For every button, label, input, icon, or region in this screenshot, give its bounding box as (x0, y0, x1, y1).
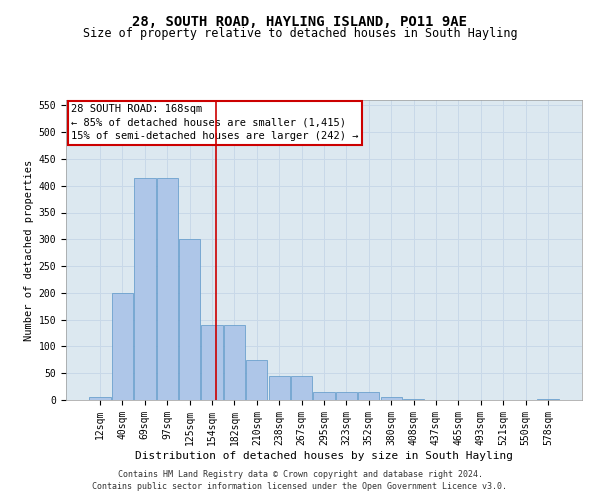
X-axis label: Distribution of detached houses by size in South Hayling: Distribution of detached houses by size … (135, 450, 513, 460)
Bar (179, 240, 200, 400)
Bar (224, 325, 245, 400)
Text: Size of property relative to detached houses in South Hayling: Size of property relative to detached ho… (83, 28, 517, 40)
Text: 28 SOUTH ROAD: 168sqm
← 85% of detached houses are smaller (1,415)
15% of semi-d: 28 SOUTH ROAD: 168sqm ← 85% of detached … (71, 104, 359, 141)
Bar (380, 398, 402, 400)
Bar (246, 360, 268, 400)
Text: 28, SOUTH ROAD, HAYLING ISLAND, PO11 9AE: 28, SOUTH ROAD, HAYLING ISLAND, PO11 9AE (133, 15, 467, 29)
Bar (112, 293, 133, 400)
Bar (134, 178, 155, 400)
Bar (313, 392, 335, 400)
Bar (358, 392, 379, 400)
Bar (269, 376, 290, 400)
Bar (157, 178, 178, 400)
Y-axis label: Number of detached properties: Number of detached properties (25, 160, 34, 340)
Bar (89, 398, 111, 400)
Bar (291, 376, 312, 400)
Text: Contains public sector information licensed under the Open Government Licence v3: Contains public sector information licen… (92, 482, 508, 491)
Bar (202, 325, 223, 400)
Bar (336, 392, 357, 400)
Text: Contains HM Land Registry data © Crown copyright and database right 2024.: Contains HM Land Registry data © Crown c… (118, 470, 482, 479)
